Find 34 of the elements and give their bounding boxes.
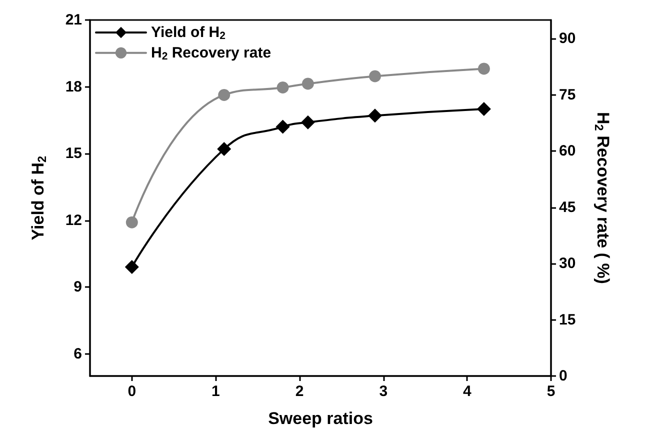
point: [476, 102, 491, 116]
x-tick-label: 2: [295, 383, 304, 400]
y-tick-label: 15: [65, 145, 82, 162]
point: [302, 78, 314, 90]
y-tick-label: 6: [74, 345, 82, 362]
y2-tick-label: 60: [559, 142, 576, 160]
point: [276, 81, 289, 94]
x-tick-label: 4: [463, 383, 472, 400]
y-tick-label: 12: [65, 212, 82, 229]
y2-tick-label: 75: [559, 86, 576, 104]
y2-tick-label: 0: [559, 368, 568, 384]
y-tick-label: 21: [65, 12, 82, 28]
point: [124, 260, 139, 274]
y2-axis-title: H2 Recovery rate ( %): [592, 112, 612, 284]
y-tick-label: 9: [74, 278, 82, 296]
y2-tick-label: 15: [559, 311, 576, 328]
y2-tick-label: 30: [559, 255, 576, 272]
y2-tick-label: 45: [559, 198, 576, 216]
point: [218, 88, 230, 101]
point: [276, 120, 290, 134]
y2-tick-label: 90: [559, 30, 576, 48]
point: [368, 70, 381, 82]
x-tick-label: 3: [379, 383, 388, 400]
point: [300, 115, 315, 130]
y-tick-label: 18: [65, 78, 82, 96]
y-axis-title: Yield of H2: [28, 155, 49, 240]
point: [368, 108, 382, 123]
x-tick-label: 1: [212, 383, 220, 400]
x-axis-title: Sweep ratios: [268, 409, 373, 428]
x-tick-label: 0: [128, 383, 136, 400]
x-tick-label: 5: [546, 383, 556, 400]
point: [478, 62, 490, 75]
point: [217, 142, 232, 156]
point: [126, 216, 138, 228]
